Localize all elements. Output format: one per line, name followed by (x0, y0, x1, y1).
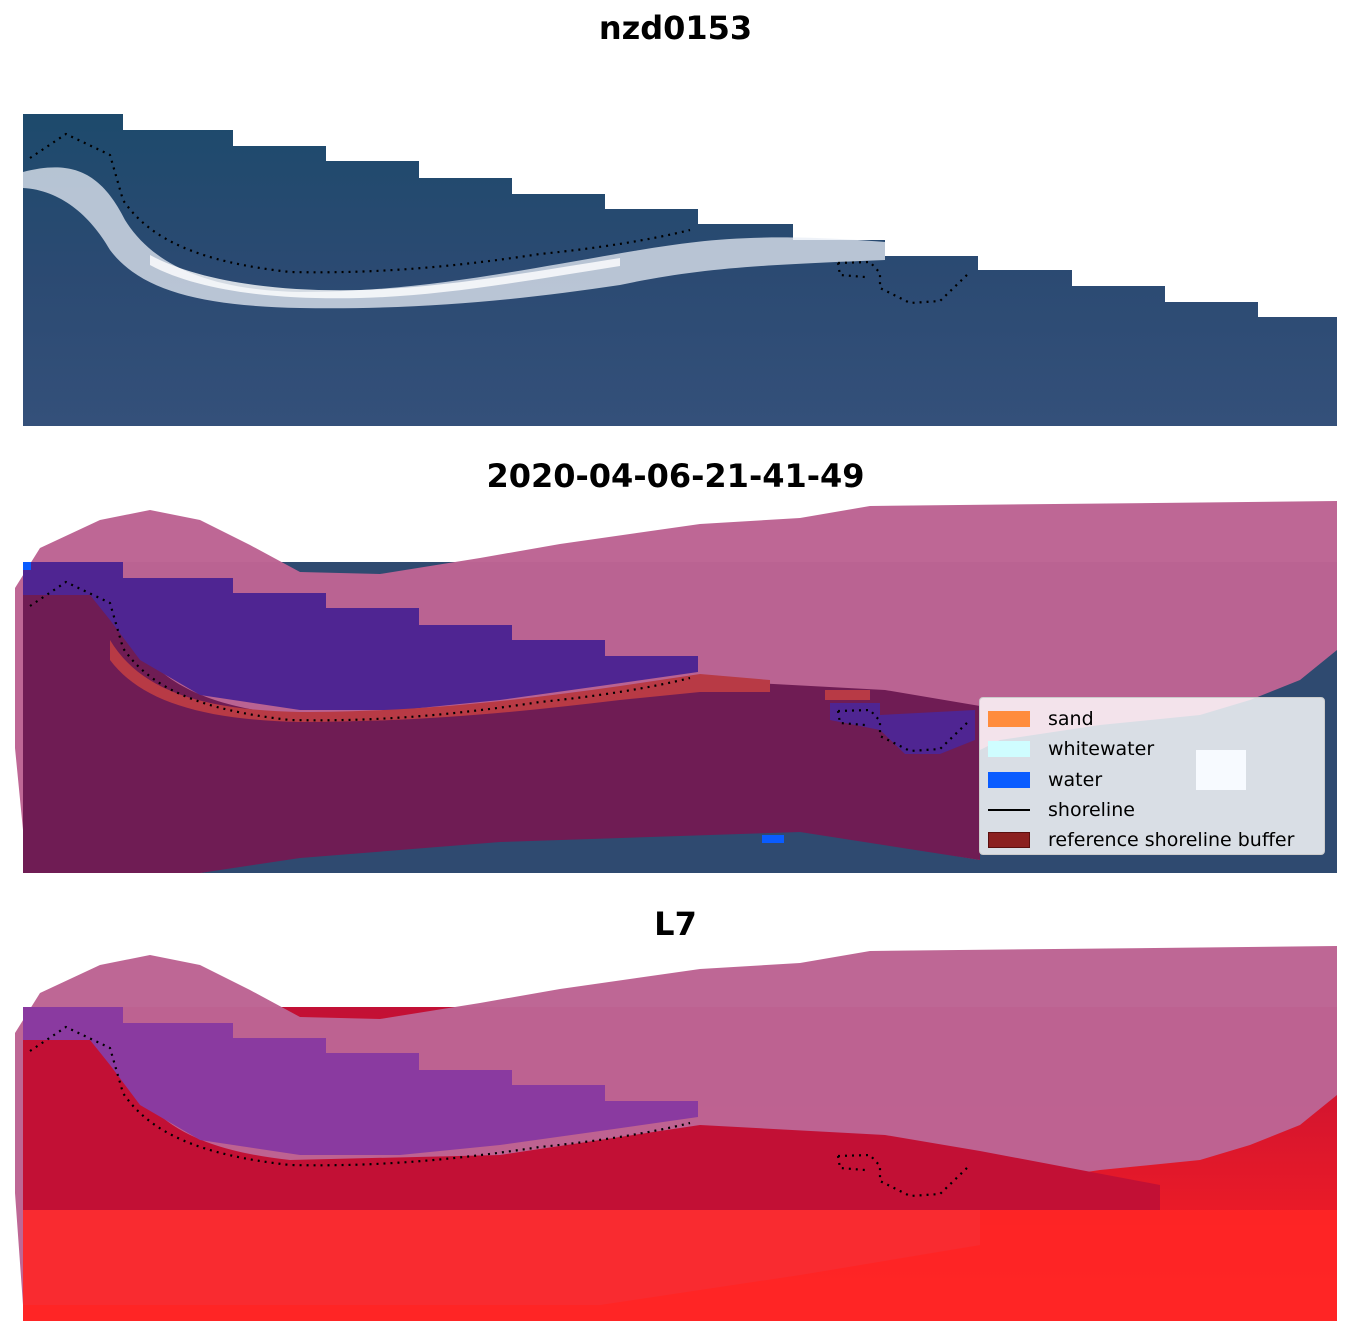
legend-item-sand: sand (988, 704, 1324, 734)
legend-label: reference shoreline buffer (1048, 829, 1295, 852)
surf-zone (23, 167, 885, 309)
buffer-zone (23, 588, 980, 873)
l7-panel (15, 946, 1337, 1321)
panel-title-site: nzd0153 (598, 9, 753, 47)
shoreline-loop (836, 260, 971, 305)
legend-item-whitewater: whitewater (988, 734, 1324, 764)
legend: sand whitewater water shoreline referenc… (979, 697, 1325, 855)
water-pixel (23, 562, 31, 570)
legend-label: whitewater (1048, 738, 1155, 761)
legend-item-water: water (988, 765, 1324, 795)
water-class-pocket (830, 703, 975, 754)
legend-label: water (1048, 768, 1103, 791)
water-class (23, 1007, 698, 1155)
bright-land (23, 1210, 1337, 1321)
legend-swatch-water (988, 771, 1030, 788)
water-pixel (762, 835, 784, 843)
sand-strip-east (825, 690, 870, 700)
legend-swatch-reference-buffer (988, 832, 1030, 849)
rgb-imagery-panel (23, 114, 1337, 426)
legend-swatch-shoreline (988, 809, 1030, 812)
legend-label: sand (1048, 708, 1094, 731)
panel-title-date: 2020-04-06-21-41-49 (486, 457, 865, 495)
legend-item-shoreline: shoreline (988, 795, 1324, 825)
legend-swatch-whitewater (988, 741, 1030, 758)
water-class (23, 562, 698, 710)
shoreline-loop (836, 708, 971, 753)
sand-strip (110, 640, 770, 722)
legend-swatch-sand (988, 711, 1030, 728)
foam-highlight (150, 255, 620, 299)
legend-item-reference-buffer: reference shoreline buffer (988, 825, 1324, 855)
legend-label: shoreline (1048, 799, 1135, 822)
shoreline-loop (836, 1153, 971, 1198)
panel-title-satellite: L7 (654, 905, 697, 943)
